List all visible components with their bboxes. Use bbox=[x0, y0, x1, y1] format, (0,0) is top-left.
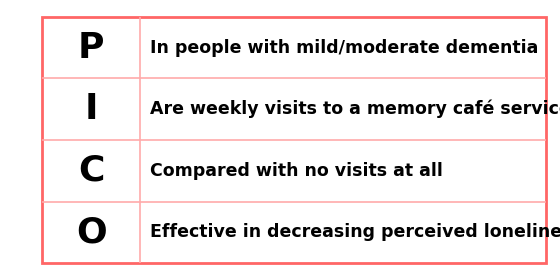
Text: C: C bbox=[78, 154, 104, 188]
Text: Compared with no visits at all: Compared with no visits at all bbox=[150, 162, 443, 180]
Text: Effective in decreasing perceived loneliness?: Effective in decreasing perceived loneli… bbox=[150, 223, 560, 241]
Text: In people with mild/moderate dementia: In people with mild/moderate dementia bbox=[150, 39, 539, 57]
Bar bbox=[42, 17, 546, 263]
Text: O: O bbox=[76, 215, 106, 249]
Text: P: P bbox=[78, 31, 104, 65]
Text: I: I bbox=[85, 92, 98, 126]
Text: Are weekly visits to a memory café services: Are weekly visits to a memory café servi… bbox=[150, 100, 560, 118]
